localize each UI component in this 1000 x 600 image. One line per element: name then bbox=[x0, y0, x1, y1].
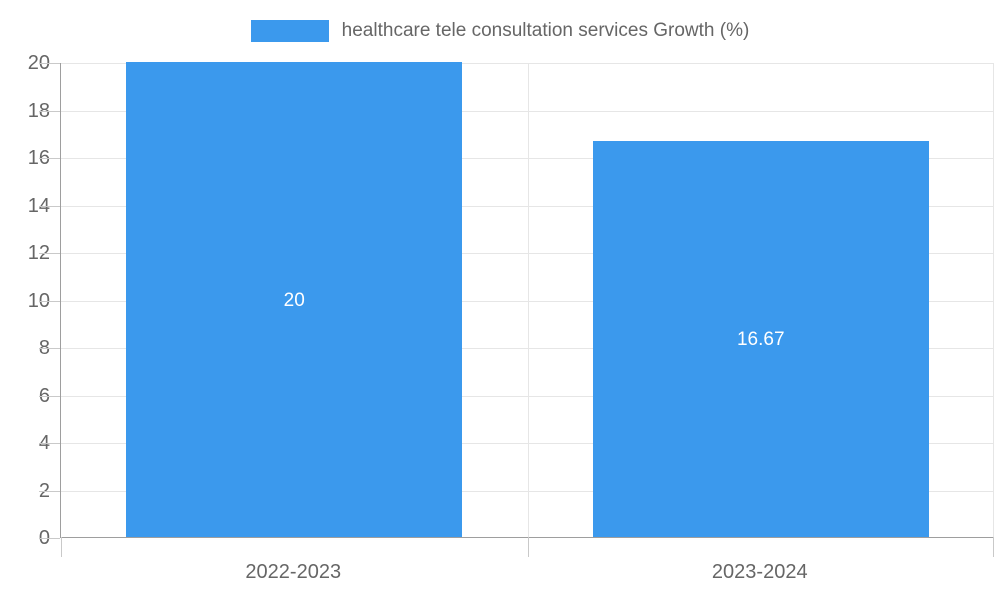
y-axis-tick bbox=[39, 63, 60, 64]
x-axis-tick bbox=[61, 537, 62, 557]
gridline bbox=[61, 110, 993, 112]
x-axis-tick bbox=[993, 537, 994, 557]
gridline bbox=[61, 63, 993, 64]
y-axis-tick-label: 14 bbox=[27, 194, 50, 217]
y-axis-tick bbox=[39, 300, 60, 302]
y-axis-tick bbox=[39, 490, 60, 492]
y-axis-tick bbox=[39, 443, 60, 444]
gridline bbox=[61, 395, 993, 397]
x-axis: 2022-2023 2023-2024 bbox=[60, 561, 993, 587]
plot-area: 20 16.67 bbox=[39, 62, 994, 557]
y-axis-tick bbox=[39, 205, 60, 207]
gridline bbox=[993, 63, 994, 537]
y-axis-tick bbox=[39, 348, 60, 349]
y-axis-tick-label: 10 bbox=[27, 289, 50, 312]
y-axis-tick bbox=[39, 395, 60, 397]
gridline bbox=[61, 300, 993, 302]
bar[interactable] bbox=[126, 62, 463, 537]
gridline bbox=[527, 63, 529, 537]
y-axis-tick bbox=[39, 253, 60, 254]
gridline bbox=[61, 490, 993, 492]
legend-swatch-icon bbox=[250, 20, 329, 42]
y-axis-tick bbox=[39, 538, 60, 539]
gridline bbox=[61, 348, 993, 349]
gridline bbox=[61, 158, 993, 159]
legend-label: healthcare tele consultation services Gr… bbox=[341, 20, 750, 41]
y-axis-tick bbox=[39, 110, 60, 112]
y-axis-tick bbox=[39, 158, 60, 159]
y-axis-tick-label: 16 bbox=[27, 147, 50, 169]
gridline bbox=[61, 443, 993, 444]
y-axis-tick-label: 18 bbox=[27, 99, 50, 122]
x-axis-category-label: 2022-2023 bbox=[245, 561, 342, 583]
x-axis-category-label: 2023-2024 bbox=[711, 561, 808, 583]
y-axis-tick-label: 12 bbox=[27, 242, 50, 264]
y-axis-tick-label: 20 bbox=[27, 52, 50, 74]
gridline bbox=[61, 205, 993, 207]
bar[interactable] bbox=[592, 141, 929, 537]
x-axis-tick bbox=[527, 537, 529, 557]
gridline bbox=[61, 253, 993, 254]
legend[interactable]: healthcare tele consultation services Gr… bbox=[0, 20, 1000, 42]
